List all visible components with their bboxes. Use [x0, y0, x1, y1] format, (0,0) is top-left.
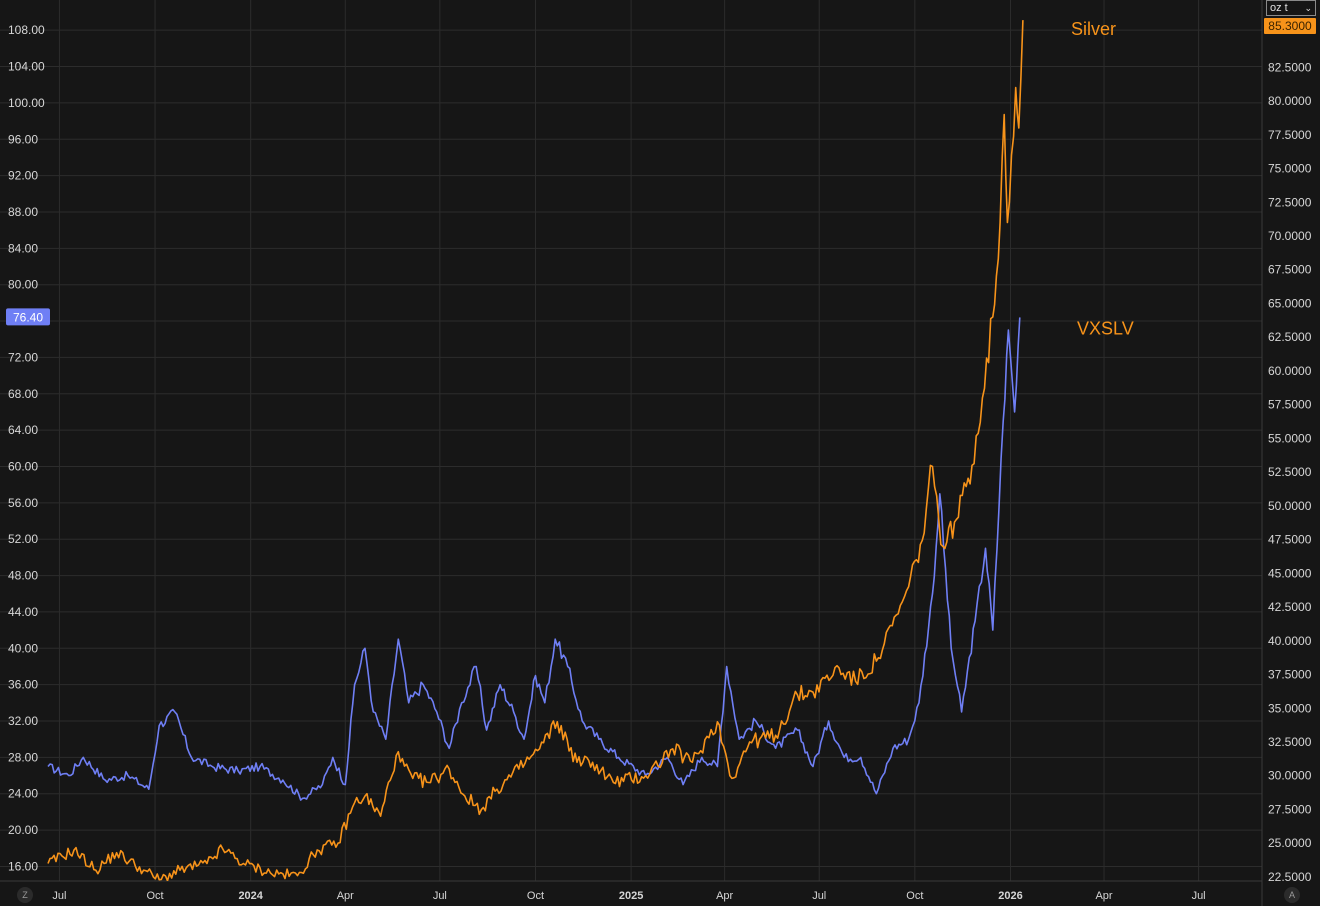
- x-tick-label: Oct: [906, 890, 923, 902]
- right-tick-label: 52.5000: [1268, 465, 1312, 479]
- x-tick-label: 2025: [619, 890, 643, 902]
- left-tick-label: 80.00: [8, 278, 38, 292]
- right-current-value-label: 85.3000: [1268, 19, 1312, 33]
- right-tick-label: 32.5000: [1268, 735, 1312, 749]
- series-line-vxslv[interactable]: [47, 317, 1021, 801]
- left-tick-label: 88.00: [8, 205, 38, 219]
- right-tick-label: 82.5000: [1268, 60, 1312, 74]
- left-tick-label: 44.00: [8, 605, 38, 619]
- left-tick-label: 28.00: [8, 750, 38, 764]
- left-tick-label: 16.00: [8, 859, 38, 873]
- left-tick-label: 108.00: [8, 23, 45, 37]
- series-label-silver: Silver: [1071, 19, 1116, 39]
- left-tick-label: 20.00: [8, 823, 38, 837]
- right-tick-label: 30.0000: [1268, 769, 1312, 783]
- left-tick-label: 84.00: [8, 241, 38, 255]
- right-axis[interactable]: 22.5000 25.0000 27.5000 30.0000 32.5000 35.00…: [1268, 60, 1312, 884]
- x-tick-label: Apr: [716, 890, 733, 902]
- left-tick-label: 24.00: [8, 787, 38, 801]
- right-tick-label: 72.5000: [1268, 195, 1312, 209]
- right-tick-label: 45.0000: [1268, 566, 1312, 580]
- corner-left-label: Z: [22, 890, 28, 900]
- right-tick-label: 25.0000: [1268, 836, 1312, 850]
- right-current-value-tag: [1264, 18, 1316, 34]
- series-labels: Silver VXSLV: [1071, 19, 1134, 338]
- x-tick-label: 2024: [238, 890, 263, 902]
- left-current-value-tag: [6, 308, 50, 326]
- right-tick-label: 22.5000: [1268, 870, 1312, 884]
- current-value-tags: 76.40 85.3000: [6, 18, 1316, 326]
- x-tick-label: Oct: [527, 890, 544, 902]
- left-tick-label: 36.00: [8, 678, 38, 692]
- right-tick-label: 57.5000: [1268, 398, 1312, 412]
- right-tick-label: 70.0000: [1268, 229, 1312, 243]
- left-tick-label: 52.00: [8, 532, 38, 546]
- auto-scale-button[interactable]: A: [1284, 887, 1300, 903]
- left-tick-label: 48.00: [8, 569, 38, 583]
- right-tick-label: 77.5000: [1268, 128, 1312, 142]
- left-tick-label: 100.00: [8, 96, 45, 110]
- unit-selector[interactable]: oz t ⌄: [1266, 0, 1316, 16]
- right-tick-label: 65.0000: [1268, 296, 1312, 310]
- zoom-reset-button[interactable]: Z: [17, 887, 33, 903]
- left-tick-label: 56.00: [8, 496, 38, 510]
- right-tick-label: 47.5000: [1268, 533, 1312, 547]
- time-axis[interactable]: Jul Oct 2024 Apr Jul Oct 2025 Apr Jul Oct 2026 Apr J…: [52, 890, 1205, 902]
- x-tick-label: Jul: [1192, 890, 1206, 902]
- right-tick-label: 35.0000: [1268, 701, 1312, 715]
- left-tick-label: 96.00: [8, 132, 38, 146]
- corner-right-label: A: [1288, 890, 1295, 900]
- unit-selector-value: oz t: [1270, 2, 1288, 14]
- vertical-gridlines: [58, 0, 1200, 881]
- series-label-vxslv: VXSLV: [1077, 318, 1134, 338]
- right-tick-label: 80.0000: [1268, 94, 1312, 108]
- x-tick-label: Apr: [337, 890, 354, 902]
- x-tick-label: Jul: [433, 890, 447, 902]
- left-tick-label: 32.00: [8, 714, 38, 728]
- left-tick-label: 40.00: [8, 641, 38, 655]
- x-tick-label: Jul: [812, 890, 826, 902]
- right-tick-label: 50.0000: [1268, 499, 1312, 513]
- left-tick-label: 60.00: [8, 459, 38, 473]
- right-tick-label: 67.5000: [1268, 263, 1312, 277]
- right-tick-label: 55.0000: [1268, 431, 1312, 445]
- x-tick-label: Oct: [146, 890, 163, 902]
- left-tick-label: 68.00: [8, 387, 38, 401]
- plot-area: [47, 20, 1024, 881]
- left-tick-label: 64.00: [8, 423, 38, 437]
- right-tick-label: 60.0000: [1268, 364, 1312, 378]
- left-current-value-label: 76.40: [13, 310, 43, 324]
- right-tick-label: 27.5000: [1268, 802, 1312, 816]
- x-tick-label: 2026: [998, 890, 1022, 902]
- right-tick-label: 62.5000: [1268, 330, 1312, 344]
- right-tick-label: 75.0000: [1268, 162, 1312, 176]
- x-tick-label: Apr: [1095, 890, 1112, 902]
- series-line-silver[interactable]: [47, 20, 1024, 881]
- right-tick-label: 42.5000: [1268, 600, 1312, 614]
- left-axis[interactable]: 16.00 20.00 24.00 28.00 32.00 36.00 40.00 44.00…: [8, 23, 45, 873]
- left-tick-label: 72.00: [8, 350, 38, 364]
- left-tick-label: 92.00: [8, 169, 38, 183]
- right-tick-label: 40.0000: [1268, 634, 1312, 648]
- left-tick-label: 104.00: [8, 60, 45, 74]
- right-tick-label: 37.5000: [1268, 668, 1312, 682]
- chevron-down-icon: ⌄: [1304, 3, 1312, 13]
- x-tick-label: Jul: [52, 890, 66, 902]
